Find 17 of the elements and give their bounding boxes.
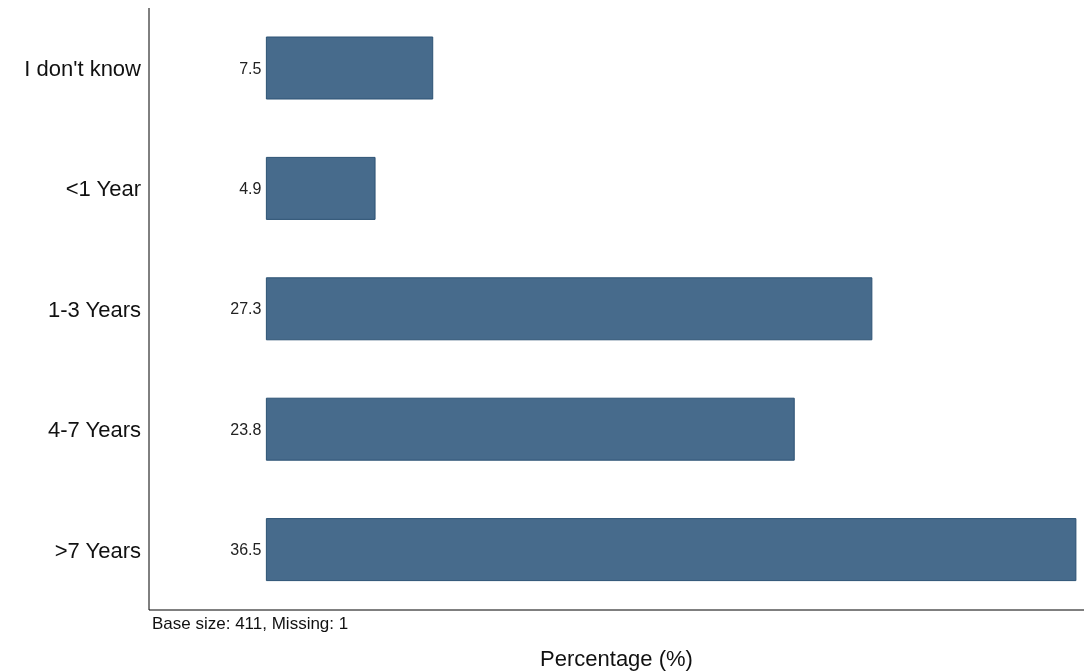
y-tick-label: 1-3 Years (48, 296, 141, 322)
data-label: 4.9 (239, 180, 262, 198)
bar (265, 36, 434, 100)
y-tick-label: I don't know (24, 56, 142, 82)
x-axis-title: Percentage (%) (539, 646, 694, 672)
bar (265, 518, 1077, 582)
text: Base size: 411, Missing: 1 (152, 614, 349, 634)
data-label: 36.5 (230, 541, 262, 559)
data-label: 7.5 (239, 59, 262, 77)
bar (265, 277, 873, 341)
y-tick-label: 4-7 Years (48, 417, 141, 443)
data-label: 23.8 (230, 420, 262, 438)
bar (265, 156, 376, 220)
y-tick-label: <1 Year (65, 176, 141, 202)
bar (265, 397, 795, 461)
y-tick-label: >7 Years (54, 537, 141, 563)
data-label: 27.3 (230, 300, 262, 318)
